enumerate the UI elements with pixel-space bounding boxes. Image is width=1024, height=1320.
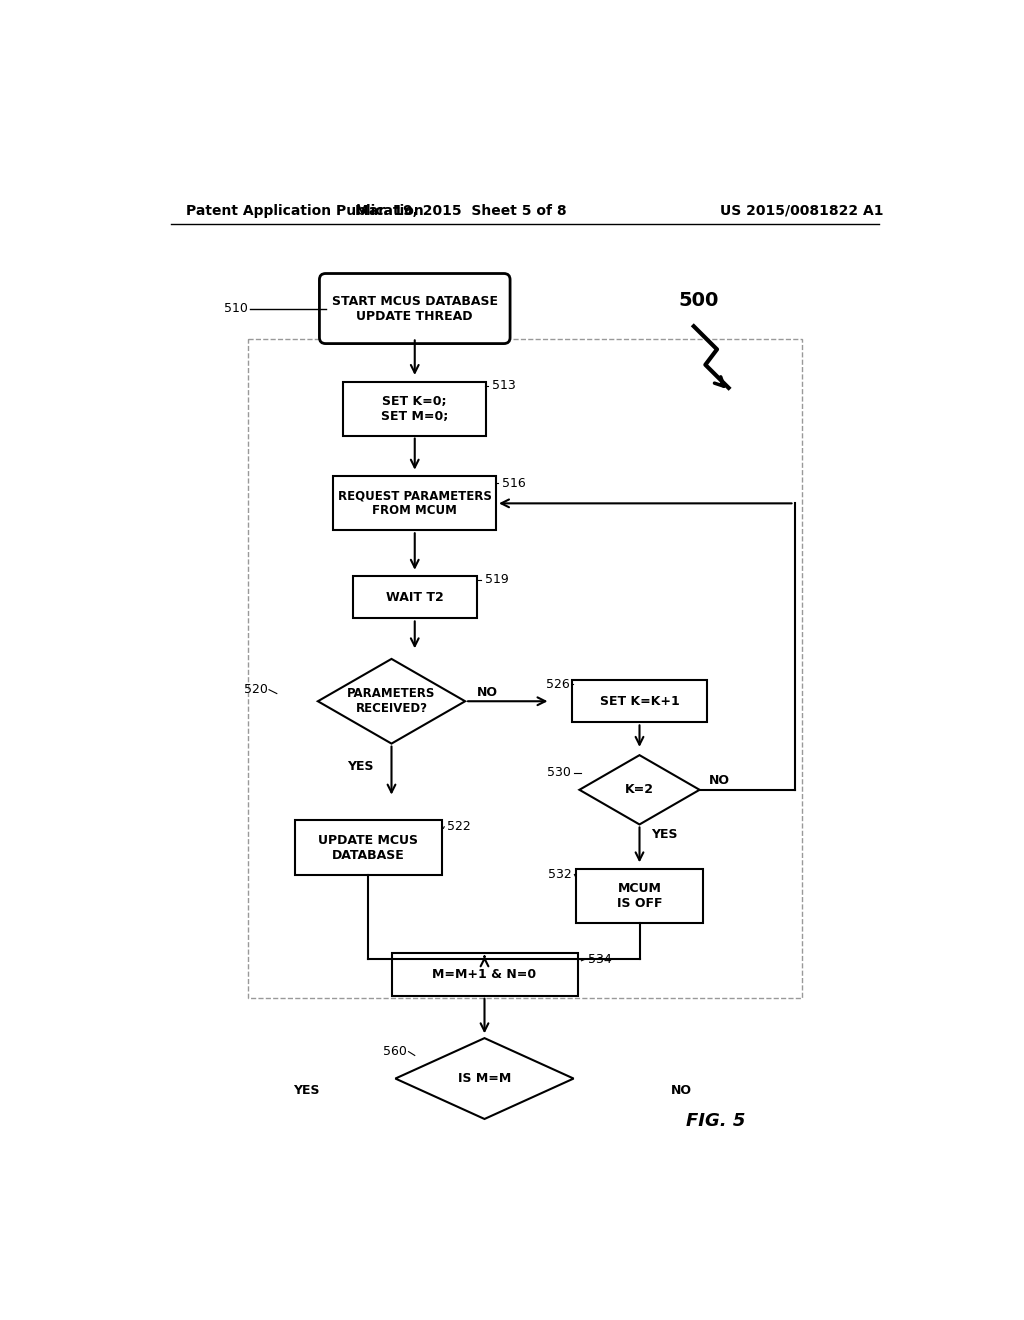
Text: 522: 522 — [447, 820, 471, 833]
Text: SET K=0;
SET M=0;: SET K=0; SET M=0; — [381, 395, 449, 422]
FancyBboxPatch shape — [352, 576, 477, 619]
Polygon shape — [395, 1038, 573, 1119]
Text: MCUM
IS OFF: MCUM IS OFF — [616, 882, 663, 909]
Text: Patent Application Publication: Patent Application Publication — [186, 203, 424, 218]
Text: YES: YES — [293, 1084, 319, 1097]
Polygon shape — [580, 755, 699, 825]
Text: FIG. 5: FIG. 5 — [686, 1111, 745, 1130]
Text: NO: NO — [710, 774, 730, 787]
FancyBboxPatch shape — [334, 477, 496, 531]
Text: NO: NO — [477, 685, 498, 698]
Text: 510: 510 — [224, 302, 248, 315]
Text: NO: NO — [671, 1084, 691, 1097]
Text: 530: 530 — [548, 767, 571, 779]
Text: 513: 513 — [493, 379, 516, 392]
Text: M=M+1 & N=0: M=M+1 & N=0 — [432, 968, 537, 981]
Text: Mar. 19, 2015  Sheet 5 of 8: Mar. 19, 2015 Sheet 5 of 8 — [355, 203, 567, 218]
Text: YES: YES — [651, 828, 678, 841]
Text: 532: 532 — [548, 869, 572, 880]
FancyBboxPatch shape — [575, 869, 703, 923]
Text: 526: 526 — [546, 677, 569, 690]
Text: PARAMETERS
RECEIVED?: PARAMETERS RECEIVED? — [347, 688, 435, 715]
Text: US 2015/0081822 A1: US 2015/0081822 A1 — [721, 203, 884, 218]
Text: 500: 500 — [678, 292, 719, 310]
FancyBboxPatch shape — [571, 680, 708, 722]
Text: YES: YES — [347, 760, 374, 774]
FancyBboxPatch shape — [319, 273, 510, 343]
Text: START MCUS DATABASE
UPDATE THREAD: START MCUS DATABASE UPDATE THREAD — [332, 294, 498, 322]
FancyBboxPatch shape — [391, 953, 578, 995]
Text: 516: 516 — [502, 477, 525, 490]
Text: REQUEST PARAMETERS
FROM MCUM: REQUEST PARAMETERS FROM MCUM — [338, 490, 492, 517]
FancyBboxPatch shape — [343, 381, 486, 436]
Polygon shape — [317, 659, 465, 743]
Text: SET K=K+1: SET K=K+1 — [600, 694, 679, 708]
Text: 520: 520 — [244, 684, 267, 696]
Text: 519: 519 — [484, 573, 508, 586]
Text: UPDATE MCUS
DATABASE: UPDATE MCUS DATABASE — [318, 833, 418, 862]
Text: 560: 560 — [383, 1045, 407, 1059]
FancyBboxPatch shape — [295, 820, 442, 875]
Text: IS M=M: IS M=M — [458, 1072, 511, 1085]
Text: K=2: K=2 — [625, 783, 654, 796]
Text: WAIT T2: WAIT T2 — [386, 591, 443, 603]
Text: 534: 534 — [589, 953, 612, 966]
